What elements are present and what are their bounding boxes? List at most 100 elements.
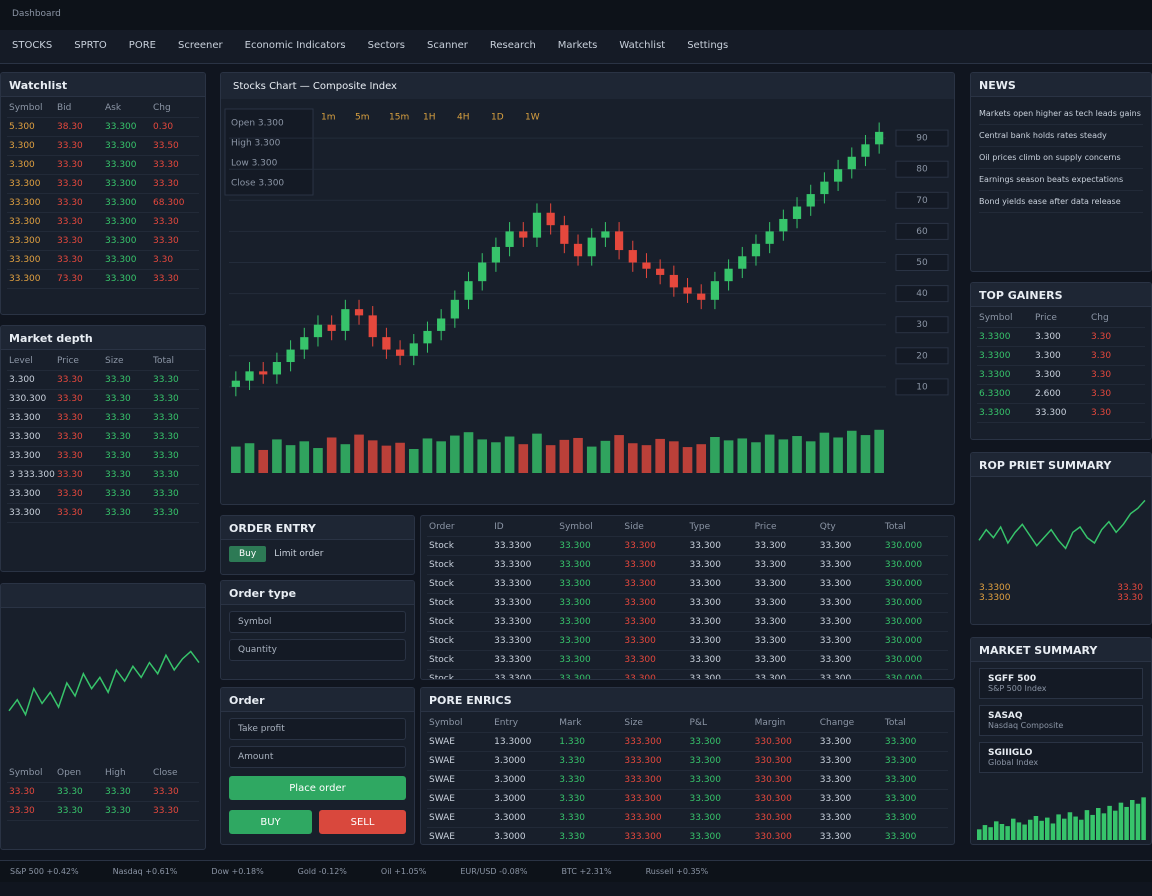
order-mode[interactable]: Limit order xyxy=(274,549,324,559)
volume-bar xyxy=(354,434,364,473)
column-header: Chg xyxy=(1089,309,1145,328)
cell: 3.30 xyxy=(1089,347,1145,366)
cell: 3.3300 xyxy=(977,347,1033,366)
cell: 3.300 xyxy=(1033,347,1089,366)
place-order-button[interactable]: Place order xyxy=(229,776,406,800)
column-header: Qty xyxy=(817,518,883,537)
nav-item[interactable]: SPRTO xyxy=(74,40,107,51)
cell: 33.300 xyxy=(752,613,818,632)
column-header: Symbol xyxy=(7,764,55,783)
cell: 2.600 xyxy=(1033,385,1089,404)
input[interactable]: Quantity xyxy=(229,639,406,661)
nav-item[interactable]: STOCKS xyxy=(12,40,53,51)
cell: 3.3000 xyxy=(492,809,558,828)
cell: 33.30 xyxy=(151,447,199,466)
cell: 330.000 xyxy=(882,613,948,632)
cell: 33.300 xyxy=(622,613,688,632)
side-chip[interactable]: Buy xyxy=(229,546,267,562)
cell: 33.30 xyxy=(55,447,103,466)
column-header: Symbol xyxy=(427,714,493,733)
volume-bar xyxy=(477,439,488,473)
candle-body xyxy=(642,262,651,269)
input[interactable]: Amount xyxy=(229,746,406,768)
cell: 330.000 xyxy=(882,537,948,556)
watchlist-panel: Watchlist Symbol Bid Ask Chg 5.300 38.30 33.300… xyxy=(0,72,206,315)
cell: 33.30 xyxy=(55,156,103,175)
nav-item[interactable]: Screener xyxy=(177,40,223,51)
cell: 33.3300 xyxy=(492,651,558,670)
cell: 33.30 xyxy=(55,485,103,504)
cell: 3.3300 xyxy=(979,583,1011,593)
cell: 33.30 xyxy=(103,428,151,447)
cell: 33.300 xyxy=(103,270,151,289)
cell: Stock xyxy=(427,537,493,556)
cell: 33.300 xyxy=(622,632,688,651)
cell: 33.300 xyxy=(103,232,151,251)
cell: 33.300 xyxy=(687,771,753,790)
nav-item[interactable]: Sectors xyxy=(367,40,405,51)
nav-item[interactable]: Scanner xyxy=(426,40,468,51)
cell: 33.30 xyxy=(103,504,151,523)
cell: SWAE xyxy=(427,771,493,790)
volume-bar xyxy=(819,432,830,473)
volume-bar xyxy=(682,447,693,473)
nav-item[interactable]: Economic Indicators xyxy=(244,40,346,51)
candle-body xyxy=(327,324,336,331)
input[interactable]: Symbol xyxy=(229,611,406,633)
price-tag xyxy=(895,222,949,240)
cell: 330.300 xyxy=(752,771,818,790)
legend-text: Low 3.300 xyxy=(231,159,278,169)
cell: 3.3000 xyxy=(492,828,557,844)
cell: 3.330 xyxy=(557,790,623,809)
nav-item[interactable]: Research xyxy=(489,40,536,51)
cell: 33.300 xyxy=(557,651,623,670)
sell-button[interactable]: SELL xyxy=(319,810,406,834)
cell: 33.300 xyxy=(817,771,883,790)
volume-bar xyxy=(559,439,570,473)
cell: 33.30 xyxy=(151,270,199,289)
cell: 33.300 xyxy=(882,809,948,828)
candle-body xyxy=(573,243,583,257)
column-header: P&L xyxy=(687,714,753,733)
price-tag xyxy=(895,378,949,396)
bar xyxy=(1045,817,1050,840)
volume-bar xyxy=(586,446,597,473)
bar xyxy=(1005,826,1010,840)
nav-item[interactable]: Markets xyxy=(557,40,598,51)
cell: Stock xyxy=(427,575,493,594)
candle-body xyxy=(546,212,555,226)
volume-bar xyxy=(340,444,351,473)
volume-bar xyxy=(573,437,583,473)
candle-body xyxy=(656,268,665,275)
cell: 33.300 xyxy=(752,537,818,556)
bar xyxy=(982,825,988,840)
timeframe: 1W xyxy=(525,113,540,123)
buy-button[interactable]: BUY xyxy=(229,810,312,834)
cell: SWAE xyxy=(427,733,493,752)
candle-body xyxy=(833,169,843,182)
bar xyxy=(1113,810,1118,840)
cell: 33.300 xyxy=(817,651,883,670)
cell: 33.30 xyxy=(55,175,103,194)
nav-item[interactable]: Watchlist xyxy=(619,40,666,51)
cell: 333.300 xyxy=(622,809,688,828)
candle-body xyxy=(587,237,596,257)
sparkline xyxy=(978,499,1146,550)
nav-item[interactable]: PORE xyxy=(128,40,156,51)
bar xyxy=(999,824,1005,840)
cell: 33.300 xyxy=(7,485,55,504)
cell: 33.3300 xyxy=(492,556,558,575)
column-header: Price xyxy=(1033,309,1089,328)
cell: 3.3300 xyxy=(979,593,1011,603)
cell: 33.300 xyxy=(103,118,151,137)
input[interactable]: Take profit xyxy=(229,718,406,740)
cell: 33.30 xyxy=(103,447,151,466)
column-header: Symbol xyxy=(557,518,623,537)
chart-title: Stocks Chart — Composite Index xyxy=(233,81,397,92)
cell: 33.300 xyxy=(557,613,623,632)
candle-body xyxy=(395,349,405,356)
volume-bar xyxy=(833,437,843,473)
timeframe: 5m xyxy=(355,113,370,123)
nav-item[interactable]: Settings xyxy=(687,40,729,51)
candle-body xyxy=(409,343,418,356)
